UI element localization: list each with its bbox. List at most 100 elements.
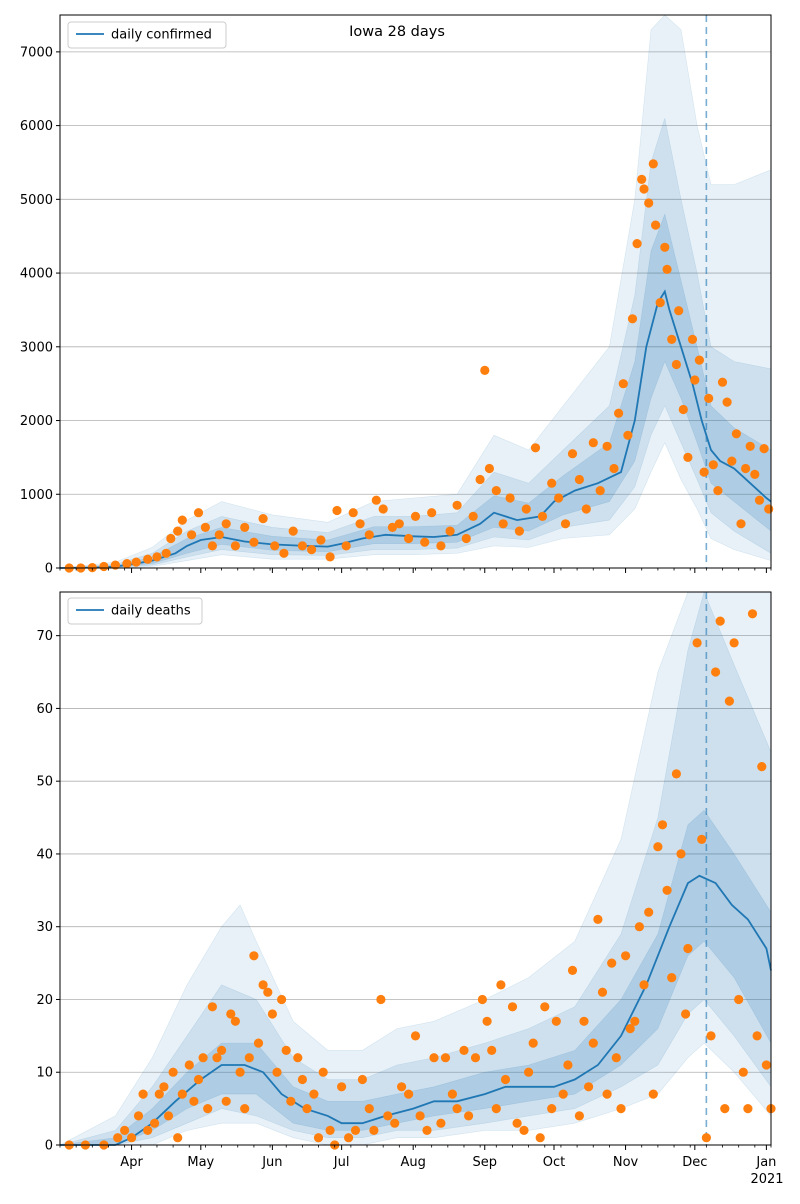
confirmed-data-point xyxy=(316,535,326,545)
confirmed-data-point xyxy=(514,526,525,536)
deaths-data-point xyxy=(738,1067,748,1077)
confirmed-data-point xyxy=(177,515,187,525)
confirmed-data-point xyxy=(690,375,700,385)
deaths-points xyxy=(64,609,776,1150)
deaths-data-point xyxy=(404,1089,414,1099)
deaths-data-point xyxy=(168,1067,178,1077)
deaths-data-point xyxy=(491,1104,501,1114)
deaths-data-point xyxy=(193,1074,204,1085)
confirmed-data-point xyxy=(161,548,171,558)
confirmed-data-point xyxy=(436,541,446,551)
deaths-data-point xyxy=(558,1089,568,1099)
confirmed-data-point xyxy=(378,504,388,514)
confirmed-data-point xyxy=(644,198,654,208)
deaths-y-ticks: 0 10 20 30 40 50 60 70 xyxy=(36,629,60,1154)
confirmed-data-point xyxy=(588,438,598,448)
confirmed-data-point xyxy=(736,519,746,529)
deaths-data-point xyxy=(724,696,735,706)
deaths-data-point xyxy=(207,1002,217,1012)
confirmed-data-point xyxy=(704,393,714,403)
confirmed-data-point xyxy=(484,463,494,474)
deaths-data-point xyxy=(415,1111,425,1121)
confirmed-data-point xyxy=(427,508,437,518)
confirmed-data-point xyxy=(602,441,612,451)
deaths-data-point xyxy=(313,1133,324,1143)
deaths-data-point xyxy=(127,1133,137,1143)
deaths-data-point xyxy=(625,1024,635,1034)
deaths-data-point xyxy=(579,1016,589,1026)
deaths-data-point xyxy=(390,1118,400,1128)
deaths-data-point xyxy=(563,1060,573,1070)
confirmed-data-point xyxy=(475,474,485,485)
x-axis-month-labels: Apr May Jun Jul Aug Sep Oct Nov Dec Jan xyxy=(120,1155,776,1170)
deaths-data-point xyxy=(383,1111,393,1121)
deaths-data-point xyxy=(113,1133,123,1143)
deaths-data-point xyxy=(676,849,686,859)
confirmed-data-point xyxy=(662,264,672,274)
confirmed-ytick-label: 5000 xyxy=(20,193,53,208)
deaths-data-point xyxy=(249,951,259,961)
deaths-ytick-label: 50 xyxy=(36,775,53,790)
confirmed-data-point xyxy=(750,469,760,479)
confirmed-data-point xyxy=(574,474,585,485)
deaths-data-point xyxy=(163,1111,174,1121)
x-month-label: Aug xyxy=(400,1155,425,1170)
confirmed-data-point xyxy=(200,522,210,533)
deaths-data-point xyxy=(277,994,287,1005)
deaths-legend-box xyxy=(67,597,203,625)
deaths-x-ticks xyxy=(59,1145,772,1150)
confirmed-data-point xyxy=(623,430,633,440)
deaths-data-point xyxy=(662,885,672,895)
confirmed-ytick-label: 1000 xyxy=(20,488,53,503)
confirmed-data-point xyxy=(445,526,455,536)
deaths-data-point xyxy=(440,1053,451,1063)
confirmed-data-point xyxy=(745,441,755,451)
deaths-data-point xyxy=(397,1082,407,1092)
confirmed-data-point xyxy=(660,242,670,252)
deaths-data-point xyxy=(551,1016,561,1026)
x-month-label: Oct xyxy=(543,1155,565,1170)
x-month-label: Jun xyxy=(261,1155,282,1170)
confirmed-data-point xyxy=(207,541,217,551)
deaths-data-point xyxy=(258,980,268,990)
confirmed-data-point xyxy=(567,449,578,459)
deaths-grid xyxy=(60,635,771,1073)
deaths-data-point xyxy=(524,1067,534,1077)
confirmed-data-point xyxy=(143,554,153,564)
deaths-data-point xyxy=(519,1125,529,1135)
confirmed-data-point xyxy=(387,522,397,533)
deaths-data-point xyxy=(500,1074,511,1085)
deaths-data-point xyxy=(177,1089,187,1099)
confirmed-data-point xyxy=(727,456,737,466)
deaths-data-point xyxy=(325,1125,335,1135)
confirmed-data-point xyxy=(674,306,684,316)
confirmed-data-point xyxy=(307,545,317,555)
deaths-data-point xyxy=(621,951,631,961)
confirmed-data-point xyxy=(560,519,571,529)
deaths-data-point xyxy=(657,820,668,830)
confirmed-data-point xyxy=(699,467,709,477)
confirmed-data-point xyxy=(461,533,471,544)
deaths-legend-label: daily deaths xyxy=(111,604,191,619)
deaths-data-point xyxy=(150,1118,160,1128)
confirmed-fit-path xyxy=(59,289,772,569)
confirmed-data-point xyxy=(355,519,365,529)
confirmed-data-point xyxy=(480,365,490,375)
deaths-ytick-label: 10 xyxy=(36,1066,53,1081)
confirmed-ytick-label: 6000 xyxy=(20,119,53,134)
confirmed-legend: daily confirmed xyxy=(67,21,227,49)
deaths-data-point xyxy=(212,1053,222,1063)
confirmed-data-point xyxy=(683,452,693,462)
deaths-data-point xyxy=(482,1016,492,1026)
confirmed-data-point xyxy=(505,493,515,503)
deaths-data-point xyxy=(547,1104,557,1114)
confirmed-data-point xyxy=(554,493,564,503)
deaths-data-point xyxy=(189,1096,199,1106)
deaths-legend: daily deaths xyxy=(67,597,203,625)
confirmed-ytick-label: 0 xyxy=(45,562,53,577)
deaths-data-point xyxy=(235,1067,245,1077)
x-month-label: Jul xyxy=(333,1155,350,1170)
deaths-ytick-label: 60 xyxy=(36,702,53,717)
deaths-data-point xyxy=(203,1104,213,1114)
